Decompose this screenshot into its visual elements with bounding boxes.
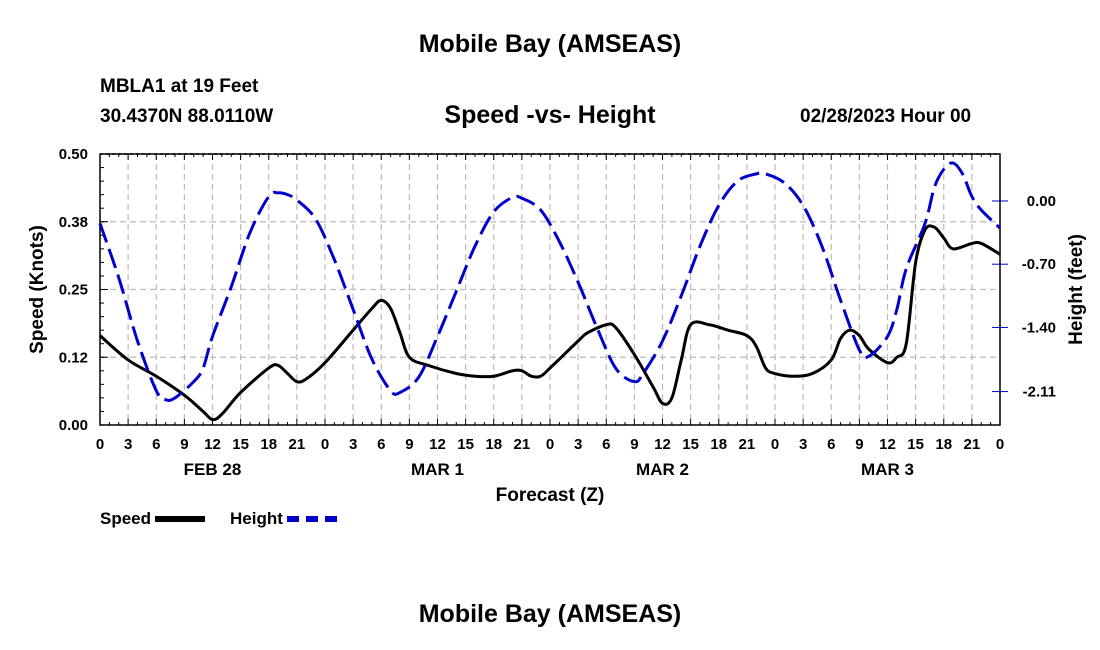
y-tick-label-right: -0.70: [1022, 256, 1056, 273]
x-tick-label: 15: [682, 436, 699, 453]
x-tick-label: 3: [799, 436, 807, 453]
x-tick-label: 6: [152, 436, 160, 453]
x-tick-label: 0: [321, 436, 329, 453]
legend-speed-label: Speed: [100, 509, 152, 528]
x-tick-label: 6: [377, 436, 385, 453]
chart-main-title: Mobile Bay (AMSEAS): [418, 30, 682, 58]
legend-height-label: Height: [230, 509, 283, 528]
chart-subtitle: Speed -vs- Height: [444, 101, 656, 129]
x-tick-label: 15: [457, 436, 474, 453]
x-tick-label: 3: [349, 436, 357, 453]
height-series-line: [98, 161, 1002, 402]
x-tick-label: 18: [260, 436, 277, 453]
y-tick-label-left: 0.00: [59, 417, 88, 434]
x-tick-label: 21: [964, 436, 981, 453]
x-axis-title: Forecast (Z): [496, 485, 605, 506]
x-tick-label: 12: [429, 436, 446, 453]
x-tick-label: 15: [907, 436, 924, 453]
y-tick-label-left: 0.25: [59, 282, 88, 299]
y-tick-label-right: -1.40: [1022, 319, 1056, 336]
x-tick-label: 9: [630, 436, 638, 453]
x-tick-label: 21: [514, 436, 531, 453]
x-tick-label: 0: [96, 436, 104, 453]
x-tick-label: 9: [405, 436, 413, 453]
day-label: MAR 2: [636, 460, 689, 479]
x-tick-label: 12: [879, 436, 896, 453]
y-axis-title-left: Speed (Knots): [27, 225, 48, 354]
x-tick-label: 18: [485, 436, 502, 453]
x-tick-label: 15: [232, 436, 249, 453]
x-tick-label: 9: [180, 436, 188, 453]
x-tick-label: 9: [855, 436, 863, 453]
x-tick-label: 21: [739, 436, 756, 453]
legend-speed: Speed: [100, 509, 206, 529]
speed-series-line: [99, 224, 1001, 422]
x-tick-label: 12: [654, 436, 671, 453]
y-axis-title-right: Height (feet): [1066, 234, 1087, 345]
day-label: MAR 1: [411, 460, 464, 479]
x-tick-label: 0: [996, 436, 1004, 453]
x-tick-label: 0: [771, 436, 779, 453]
forecast-datetime: 02/28/2023 Hour 00: [800, 106, 972, 127]
x-tick-label: 12: [204, 436, 221, 453]
day-label: FEB 28: [184, 460, 242, 479]
legend-speed-swatch: [155, 516, 206, 522]
y-tick-label-left: 0.38: [59, 214, 88, 231]
legend-height-swatch: [286, 516, 337, 522]
legend-height: Height: [230, 509, 337, 529]
x-tick-label: 18: [935, 436, 952, 453]
y-tick-label-left: 0.50: [59, 146, 88, 163]
day-label: MAR 3: [861, 460, 914, 479]
y-tick-label-left: 0.12: [59, 349, 88, 366]
station-label: MBLA1 at 19 Feet: [100, 76, 259, 97]
speed-height-chart: 0 3 6 9 12 15 18 21 0 3 6 9 12 15 18 21 0 3 6 9 12 15 18 21 0 3 6 9…: [27, 146, 1087, 506]
station-coordinates: 30.4370N 88.0110W: [100, 106, 274, 127]
x-tick-label: 6: [602, 436, 610, 453]
footer-title: Mobile Bay (AMSEAS): [418, 600, 682, 628]
x-tick-label: 3: [124, 436, 132, 453]
y-tick-label-right: 0.00: [1027, 193, 1056, 210]
x-tick-label: 18: [710, 436, 727, 453]
x-tick-label: 0: [546, 436, 554, 453]
x-tick-label: 3: [574, 436, 582, 453]
y-tick-label-right: -2.11: [1023, 384, 1056, 401]
x-tick-label: 21: [289, 436, 306, 453]
x-tick-label: 6: [827, 436, 835, 453]
